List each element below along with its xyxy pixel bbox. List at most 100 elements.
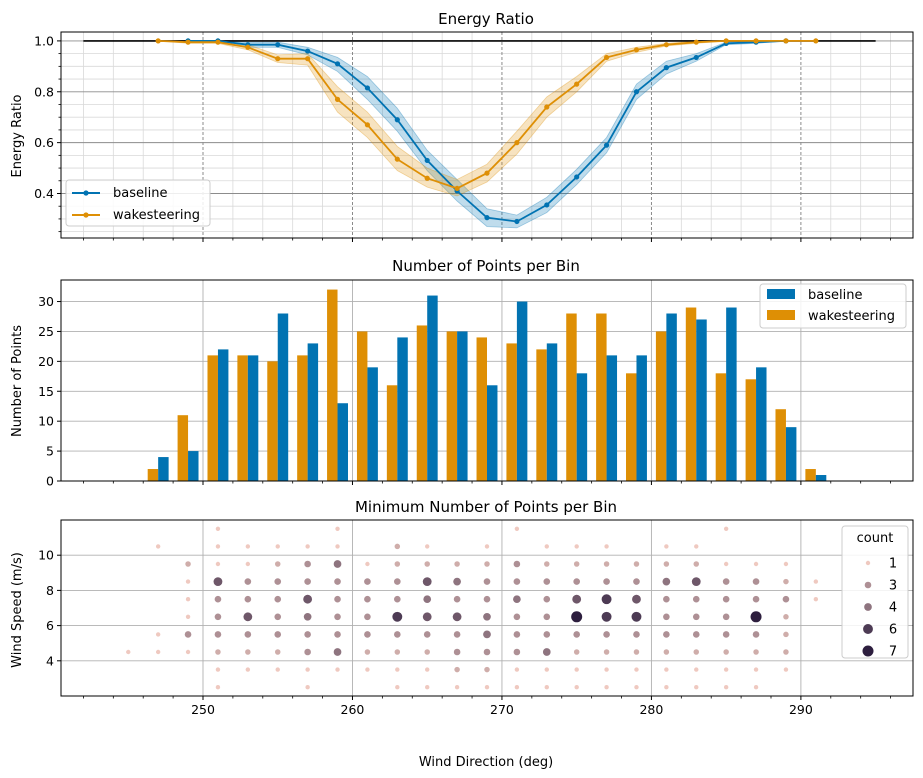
point-baseline xyxy=(394,117,400,123)
x-tick-label: 260 xyxy=(341,702,365,717)
scatter-point xyxy=(722,613,730,621)
point-baseline xyxy=(364,85,371,91)
y-tick-label: 6 xyxy=(46,618,54,633)
scatter-point xyxy=(664,667,669,672)
scatter-point xyxy=(723,526,729,531)
point-wakesteering xyxy=(723,38,729,44)
bar-baseline xyxy=(756,367,767,481)
point-wakesteering xyxy=(275,56,281,62)
y-tick-label: 20 xyxy=(38,354,54,369)
bar-wakesteering xyxy=(356,331,368,481)
bar-wakesteering xyxy=(446,331,458,481)
scatter-point xyxy=(155,544,161,549)
scatter-point xyxy=(245,649,251,655)
bar-wakesteering xyxy=(386,385,398,481)
counts-legend-baseline: baseline xyxy=(808,288,862,303)
scatter-point xyxy=(692,631,700,638)
scatter-point xyxy=(603,631,610,638)
energy-ratio-title: Energy Ratio xyxy=(438,10,534,28)
scatter-point xyxy=(722,578,730,585)
bar-baseline xyxy=(337,403,348,481)
point-wakesteering xyxy=(514,140,520,146)
scatter-point xyxy=(753,685,759,690)
scatter-point xyxy=(185,579,191,584)
y-tick-label: 8 xyxy=(46,583,54,598)
scatter-point xyxy=(544,685,549,690)
scatter-point xyxy=(334,613,341,621)
bar-wakesteering xyxy=(655,331,667,481)
bar-wakesteering xyxy=(536,349,547,481)
scatter-point xyxy=(601,611,612,622)
scatter-point xyxy=(274,613,282,621)
bar-wakesteering xyxy=(237,355,248,481)
bar-wakesteering xyxy=(685,307,697,481)
scatter-point xyxy=(782,595,790,603)
scatter-point xyxy=(573,578,580,585)
scatter-point xyxy=(245,544,251,549)
legend-level-label: 3 xyxy=(889,579,897,594)
scatter-point xyxy=(603,578,610,585)
x-tick-label: 290 xyxy=(789,702,813,717)
bar-baseline xyxy=(606,355,618,481)
scatter-point xyxy=(335,544,340,549)
scatter-point xyxy=(483,595,491,603)
bar-baseline xyxy=(367,367,378,481)
bar-baseline xyxy=(576,373,588,481)
scatter-point xyxy=(394,543,401,550)
scatter-point xyxy=(753,667,759,672)
scatter-point xyxy=(214,613,222,621)
bar-wakesteering xyxy=(147,469,159,481)
scatter-point xyxy=(603,561,610,567)
point-baseline xyxy=(514,218,520,225)
scatter-point xyxy=(513,595,521,604)
legend-marker xyxy=(865,560,871,566)
bar-baseline xyxy=(457,331,468,481)
scatter-point xyxy=(155,632,161,637)
scatter-point xyxy=(185,649,191,655)
scatter-point xyxy=(573,561,580,567)
scatter-point xyxy=(425,685,430,690)
legend-level-label: 7 xyxy=(889,645,897,660)
y-tick-label: 0 xyxy=(46,474,54,489)
bar-baseline xyxy=(217,349,229,481)
scatter-point xyxy=(215,649,221,655)
scatter-point xyxy=(303,594,313,604)
scatter-point xyxy=(394,631,401,638)
scatter-point xyxy=(483,578,491,585)
bar-baseline xyxy=(397,337,408,481)
scatter-point xyxy=(333,648,342,656)
scatter-point xyxy=(305,667,310,672)
scatter-point xyxy=(335,526,340,531)
energy-legend-baseline: baseline xyxy=(113,186,167,201)
point-baseline xyxy=(544,202,550,208)
bar-baseline xyxy=(158,457,169,481)
scatter-point xyxy=(693,649,700,655)
point-wakesteering xyxy=(813,38,819,44)
scatter-point xyxy=(364,578,371,585)
y-tick-label: 4 xyxy=(46,653,54,668)
bar-baseline xyxy=(666,313,677,481)
legend-level-label: 1 xyxy=(889,557,897,572)
point-wakesteering xyxy=(574,81,580,87)
scatter-point xyxy=(244,631,252,638)
legend-level-label: 4 xyxy=(889,601,897,616)
scatter-point xyxy=(304,648,311,656)
energy-ratio-axes: 0.4 0.6 0.8 1.0 xyxy=(34,31,914,242)
bar-wakesteering xyxy=(626,373,637,481)
scatter-point xyxy=(424,561,430,567)
scatter-point xyxy=(631,611,642,622)
scatter-point xyxy=(783,578,789,585)
bar-baseline xyxy=(188,451,199,481)
point-baseline xyxy=(663,65,669,71)
scatter-point xyxy=(215,685,221,690)
scatter-point xyxy=(453,631,461,638)
y-tick-label: 10 xyxy=(38,414,54,429)
point-wakesteering xyxy=(603,54,610,61)
scatter-point xyxy=(454,666,460,673)
scatter-point xyxy=(693,561,700,567)
scatter-point xyxy=(633,578,640,585)
scatter-point xyxy=(723,685,729,690)
scatter-point xyxy=(424,649,430,655)
y-tick-label: 5 xyxy=(46,444,54,459)
points-per-bin-axes: 0 5 10 15 20 25 30 xyxy=(38,279,914,489)
